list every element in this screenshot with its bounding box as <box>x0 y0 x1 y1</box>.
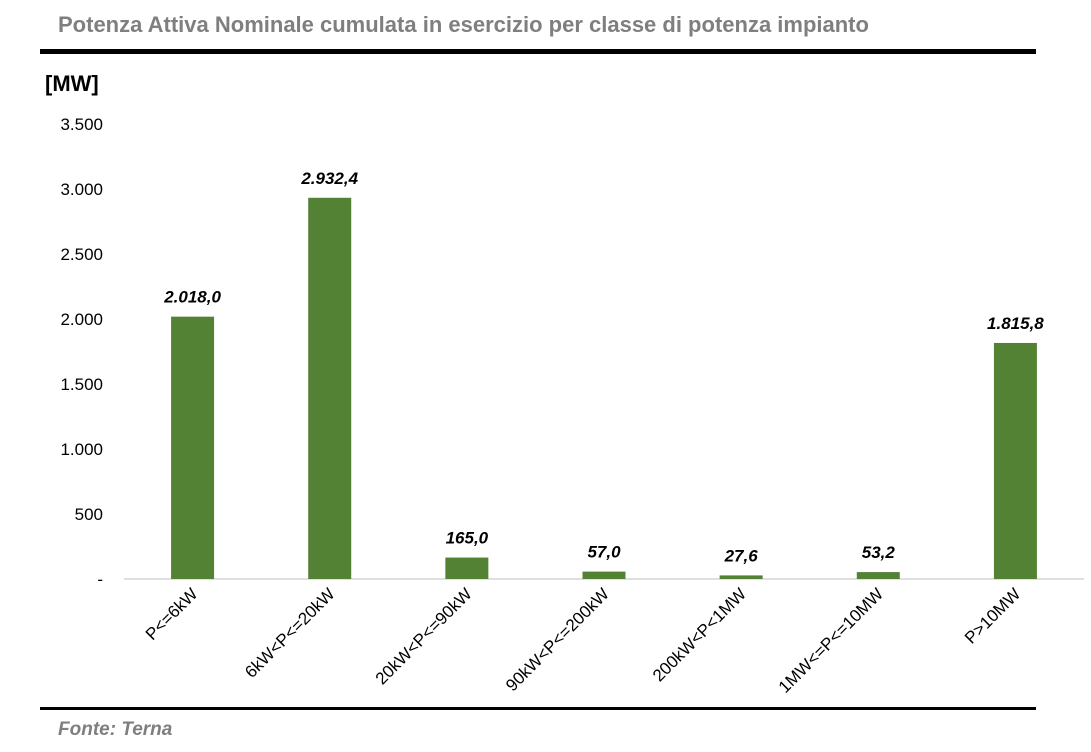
y-tick-label: 3.000 <box>60 180 103 199</box>
y-tick-label: 1.500 <box>60 375 103 394</box>
y-axis-unit-label: [MW] <box>45 71 99 96</box>
x-category-label: 200kW<P<1MW <box>649 584 750 685</box>
data-label: 53,2 <box>862 543 896 562</box>
bar <box>993 342 1037 579</box>
footer-rule <box>40 707 1036 710</box>
x-category-label: P<=6kW <box>142 584 202 644</box>
data-label: 27,6 <box>724 546 759 565</box>
y-tick-label: 500 <box>75 505 103 524</box>
x-category-label: 20kW<P<=90kW <box>372 584 476 688</box>
y-tick-label: 2.500 <box>60 245 103 264</box>
source-note: Fonte: Terna <box>58 719 173 740</box>
y-axis-ticks: - 500 1.000 1.500 2.000 2.500 3.000 3.500 <box>60 115 103 589</box>
x-category-label: 6kW<P<=20kW <box>241 584 338 681</box>
x-category-label: 1MW<=P<=10MW <box>775 584 887 696</box>
data-label: 2.018,0 <box>163 288 221 307</box>
y-tick-label: 2.000 <box>60 310 103 329</box>
data-label: 57,0 <box>587 543 621 562</box>
x-category-label: P>10MW <box>961 584 1024 647</box>
chart-title: Potenza Attiva Nominale cumulata in eser… <box>58 12 869 37</box>
category-labels: P<=6kW 6kW<P<=20kW 20kW<P<=90kW 90kW<P<=200… <box>142 584 1024 696</box>
bar <box>582 571 626 579</box>
data-labels: 2.018,0 2.932,4 165,0 57,0 27,6 53,2 1.815,8 <box>163 169 1044 566</box>
y-tick-label: - <box>97 570 103 589</box>
title-rule <box>40 49 1036 54</box>
bar <box>856 572 900 579</box>
x-category-label: 90kW<P<=200kW <box>502 584 613 695</box>
data-label: 165,0 <box>446 529 489 548</box>
bar <box>308 197 352 579</box>
bar <box>719 575 763 579</box>
data-label: 2.932,4 <box>300 169 358 188</box>
y-tick-label: 3.500 <box>60 115 103 134</box>
bars <box>171 197 1037 579</box>
bar <box>445 557 489 579</box>
bar <box>171 316 215 579</box>
y-tick-label: 1.000 <box>60 440 103 459</box>
data-label: 1.815,8 <box>987 314 1044 333</box>
